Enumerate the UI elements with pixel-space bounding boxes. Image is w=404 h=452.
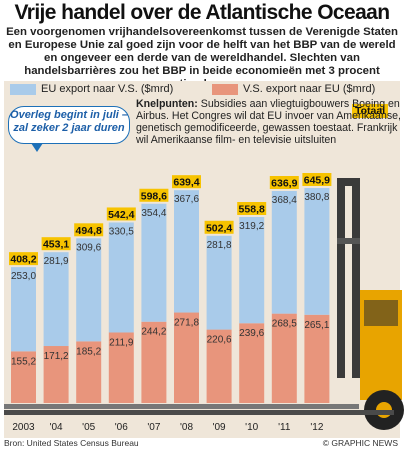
us-value-label-6: 220,6 (207, 335, 232, 346)
bar-eu-1 (43, 252, 69, 347)
total-badge-2 (74, 223, 104, 237)
legend-label-eu: EU export naar V.S. ($mrd) (41, 83, 174, 95)
eu-value-label-2: 309,6 (76, 242, 101, 253)
total-label-1: 453,1 (43, 239, 69, 251)
eu-value-label-7: 319,2 (239, 221, 264, 232)
bar-us-6 (206, 329, 232, 403)
total-badge-1 (41, 237, 71, 251)
total-label-5: 639,4 (173, 177, 199, 189)
x-tick-label-0: 2003 (12, 422, 35, 433)
bar-us-9 (304, 314, 330, 403)
total-badge-6 (204, 220, 234, 234)
total-badge-0 (9, 252, 38, 266)
note-text: Subsidies aan vliegtuigbouwers Boeing en… (136, 98, 401, 146)
note-box: Knelpunten: Subsidies aan vliegtuigbouwe… (136, 98, 402, 146)
forklift-illustration (4, 178, 404, 430)
x-tick-label-1: '04 (50, 422, 63, 433)
eu-value-label-3: 330,5 (109, 226, 134, 237)
total-badge-7 (237, 201, 267, 215)
us-value-label-7: 239,6 (239, 328, 264, 339)
bar-eu-9 (304, 188, 330, 315)
total-label-4: 598,6 (141, 190, 167, 202)
us-value-label-8: 268,5 (272, 319, 297, 330)
total-label-2: 494,8 (76, 225, 102, 237)
eu-value-label-0: 253,0 (11, 271, 36, 282)
x-tick-label-8: '11 (278, 422, 291, 433)
credit-text: © GRAPHIC NEWS (322, 438, 398, 448)
us-value-label-0: 155,2 (11, 356, 36, 367)
us-value-label-9: 265,1 (304, 320, 329, 331)
x-axis: 2003 '04 '05 '06 '07 '08 '09 '10 '11 '12 (12, 422, 323, 433)
callout-bubble: Overleg begint in juli – zal zeker 2 jaa… (8, 106, 130, 152)
x-tick-label-6: '09 (213, 422, 226, 433)
bar-us-1 (43, 346, 69, 403)
legend-total: Totaal (352, 104, 389, 118)
total-label-8: 636,9 (271, 178, 297, 190)
bar-eu-3 (108, 222, 134, 333)
us-value-label-3: 211,9 (109, 337, 134, 348)
chart-subtitle: Een voorgenomen vrijhandelsovereenkomst … (6, 26, 398, 90)
bar-eu-6 (206, 235, 232, 330)
bar-eu-8 (271, 191, 297, 314)
total-label-0: 408,2 (10, 254, 36, 266)
x-tick-label-5: '08 (180, 422, 193, 433)
bar-us-7 (239, 323, 265, 403)
source-text: Bron: United States Census Bureau (4, 438, 139, 448)
us-value-label-5: 271,8 (174, 318, 199, 329)
bar-us-8 (271, 313, 297, 403)
total-label-6: 502,4 (206, 222, 232, 234)
bar-eu-7 (239, 216, 265, 324)
us-value-label-1: 171,2 (44, 351, 69, 362)
eu-value-label-6: 281,8 (207, 240, 232, 251)
chart-title: Vrije handel over de Atlantische Oceaan (14, 1, 391, 24)
total-badge-8 (269, 176, 299, 190)
bar-us-5 (174, 312, 199, 403)
x-tick-label-3: '06 (115, 422, 128, 433)
bar-us-2 (76, 341, 102, 403)
total-badge-9 (302, 173, 332, 187)
eu-value-label-4: 354,4 (141, 208, 166, 219)
x-tick-label-9: '12 (310, 422, 323, 433)
eu-value-label-8: 368,4 (272, 195, 297, 206)
total-badge-3 (106, 207, 136, 221)
eu-value-label-1: 281,9 (44, 256, 69, 267)
x-tick-label-4: '07 (147, 422, 160, 433)
total-badge-5 (172, 175, 201, 189)
total-label-9: 645,9 (304, 175, 330, 187)
us-value-label-4: 244,2 (141, 327, 166, 338)
us-value-label-2: 185,2 (76, 346, 101, 357)
total-label-7: 558,8 (239, 203, 265, 215)
eu-value-label-9: 380,8 (304, 192, 329, 203)
x-tick-label-7: '10 (245, 422, 258, 433)
eu-value-label-5: 367,6 (174, 194, 199, 205)
bar-us-3 (108, 332, 134, 403)
bar-eu-5 (174, 190, 199, 313)
bar-eu-2 (76, 238, 102, 342)
x-tick-label-2: '05 (82, 422, 95, 433)
labels-group: 408,2 253,0 155,2 453,1 281,9 171,2 494,8 309,6… (9, 173, 332, 367)
legend-swatch-us (212, 84, 238, 95)
bar-eu-4 (141, 203, 167, 322)
total-label-3: 542,4 (108, 209, 134, 221)
legend-swatch-eu (10, 84, 36, 95)
bar-eu-0 (11, 267, 36, 352)
bar-us-4 (141, 321, 167, 403)
bar-us-0 (11, 351, 36, 403)
total-badge-4 (139, 188, 169, 202)
bars-group (11, 188, 330, 403)
note-heading: Knelpunten: (136, 98, 198, 110)
legend-label-us: V.S. export naar EU ($mrd) (243, 83, 376, 95)
